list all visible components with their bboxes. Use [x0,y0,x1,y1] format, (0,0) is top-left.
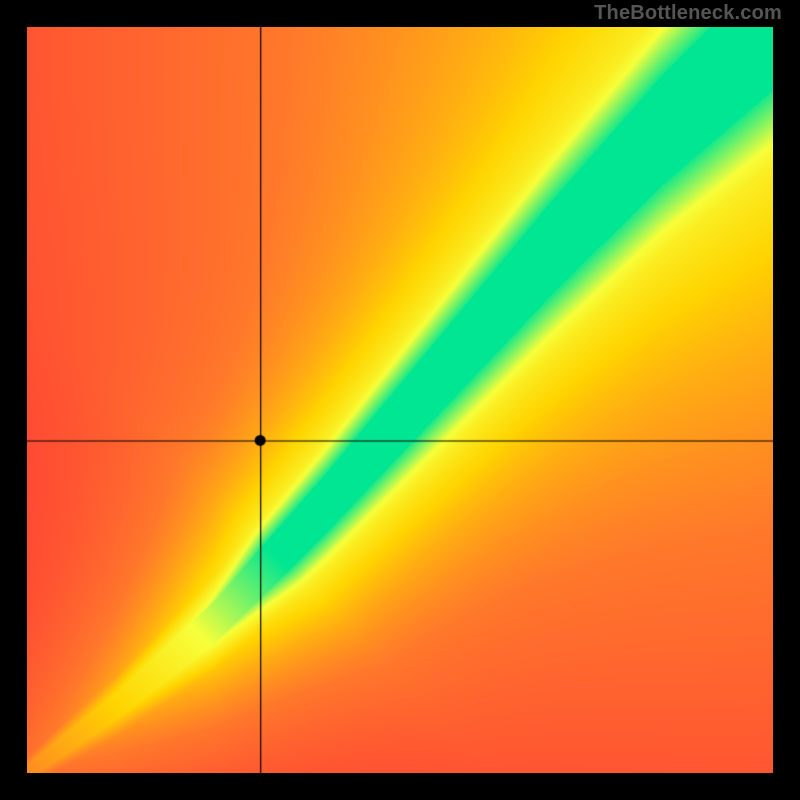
watermark-text: TheBottleneck.com [594,2,782,25]
bottleneck-heatmap [27,27,773,773]
chart-container: TheBottleneck.com [0,0,800,800]
